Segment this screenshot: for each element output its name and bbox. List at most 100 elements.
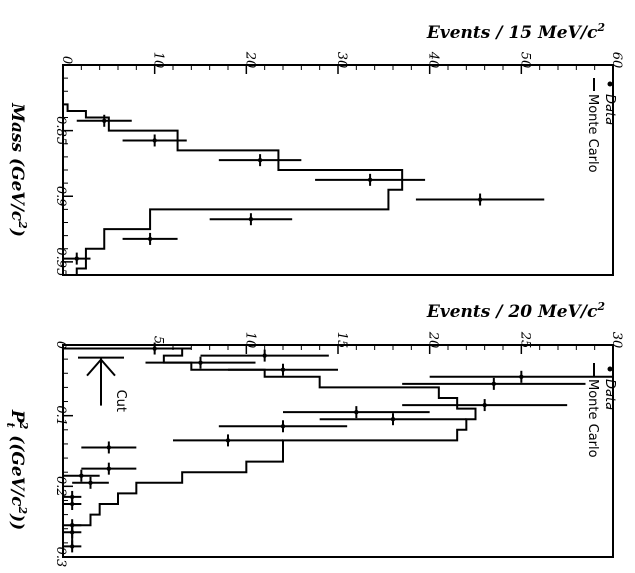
data-point: [319, 413, 467, 426]
mass-panel: 0 10 20 30 40 50 60 0.85 0.9 0.95 Events / 15 Me…: [7, 21, 624, 276]
data-point: [81, 462, 137, 475]
data-point: [209, 213, 293, 226]
axis-tick-label: 0.2: [53, 476, 68, 497]
data-marker: [280, 424, 286, 429]
event-tick-label: 15: [334, 332, 349, 349]
mass-axis-ticks: 0.85 0.9 0.95: [53, 64, 73, 276]
data-point: [315, 173, 426, 186]
mass-axis-title: Mass (GeV/c2): [7, 102, 29, 237]
cut-arrow-head: [86, 358, 116, 377]
event-tick-label: 0: [59, 56, 74, 64]
data-marker: [106, 445, 112, 450]
event-tick-label: 10: [242, 332, 257, 349]
data-point: [200, 349, 329, 362]
data-point: [283, 406, 430, 419]
data-marker: [106, 466, 112, 471]
legend-data-label: Data: [602, 379, 617, 410]
event-tick-label: 25: [517, 331, 532, 349]
pt2-event-axis-title: Events / 20 MeV/c2: [426, 300, 605, 322]
data-point: [63, 252, 91, 265]
event-tick-label: 30: [334, 52, 349, 69]
data-point: [415, 193, 545, 206]
data-marker: [262, 353, 267, 358]
data-point: [118, 342, 192, 355]
legend-mc-label: Monte Carlo: [585, 94, 600, 173]
data-marker: [390, 417, 396, 422]
data-marker: [367, 177, 373, 183]
data-point: [218, 420, 348, 433]
pt2-mc-histogram: [63, 347, 477, 547]
data-point: [218, 154, 302, 167]
data-point: [72, 476, 109, 489]
mass-data-points: [63, 114, 545, 265]
pt2-legend: Data Monte Carlo: [585, 363, 617, 458]
data-marker: [257, 157, 263, 163]
legend-data-marker: [607, 81, 613, 87]
data-point: [63, 498, 82, 510]
data-point: [402, 399, 568, 412]
event-tick-label: 30: [609, 332, 624, 349]
data-point: [429, 370, 613, 383]
data-marker: [74, 256, 79, 261]
axis-tick-label: 0.3: [53, 547, 68, 568]
axis-tick-label: 0.9: [53, 186, 68, 207]
data-marker: [69, 544, 75, 549]
event-tick-label: 5: [151, 336, 166, 344]
data-point: [63, 526, 82, 539]
data-marker: [69, 501, 75, 507]
data-marker: [69, 494, 75, 500]
mass-event-axis-title: Events / 15 MeV/c2: [426, 21, 605, 43]
data-marker: [152, 346, 157, 351]
data-marker: [491, 381, 497, 387]
data-point: [63, 469, 100, 482]
legend-mc-label: Monte Carlo: [585, 379, 600, 458]
data-marker: [225, 438, 231, 443]
data-point: [122, 232, 178, 245]
axis-tick-label: 0.1: [53, 405, 68, 426]
data-point: [402, 377, 586, 390]
data-marker: [88, 480, 93, 485]
data-marker: [79, 473, 84, 478]
data-point: [173, 434, 283, 447]
mass-legend: Data Monte Carlo: [585, 78, 617, 173]
event-tick-label: 20: [242, 51, 257, 69]
data-marker: [198, 360, 203, 365]
cut-label: Cut: [113, 390, 128, 412]
axis-tick-label: 0: [53, 341, 68, 349]
legend-data-marker: [607, 366, 613, 372]
data-point: [122, 134, 187, 147]
data-marker: [519, 374, 524, 379]
data-marker: [102, 118, 107, 123]
data-marker: [354, 409, 359, 415]
cut-marker: Cut: [78, 356, 128, 412]
event-tick-label: 60: [609, 52, 624, 69]
data-point: [145, 356, 256, 369]
data-marker: [482, 402, 487, 408]
data-marker: [69, 530, 75, 535]
data-marker: [248, 217, 254, 222]
mc-step-line: [63, 103, 404, 274]
axis-tick-label: 0.95: [53, 247, 68, 276]
mc-step-line: [63, 347, 477, 547]
data-point: [76, 114, 132, 127]
event-tick-label: 20: [426, 331, 441, 349]
data-point: [63, 540, 82, 553]
data-marker: [477, 197, 483, 202]
event-tick-label: 10: [151, 52, 166, 69]
data-point: [81, 441, 137, 454]
data-marker: [280, 367, 286, 372]
pt2-event-axis-ticks: 5 10 15 20 25 30: [151, 331, 624, 354]
data-point: [228, 363, 338, 376]
mass-event-axis-ticks: 0 10 20 30 40 50 60: [59, 51, 624, 74]
axis-tick-label: 0.85: [53, 116, 68, 145]
event-tick-label: 50: [517, 52, 532, 69]
data-marker: [147, 236, 153, 242]
pt2-data-points: [63, 342, 613, 553]
event-tick-label: 40: [426, 51, 441, 69]
data-marker: [152, 138, 157, 143]
mass-mc-histogram: [63, 103, 404, 274]
pt2-axis-title: Pt2 ((GeV/c2)): [4, 409, 30, 530]
data-marker: [69, 523, 75, 528]
pt2-panel: 5 10 15 20 25 30 0 0.1 0.2 0.3 Cut Events / 20 M…: [4, 300, 624, 567]
